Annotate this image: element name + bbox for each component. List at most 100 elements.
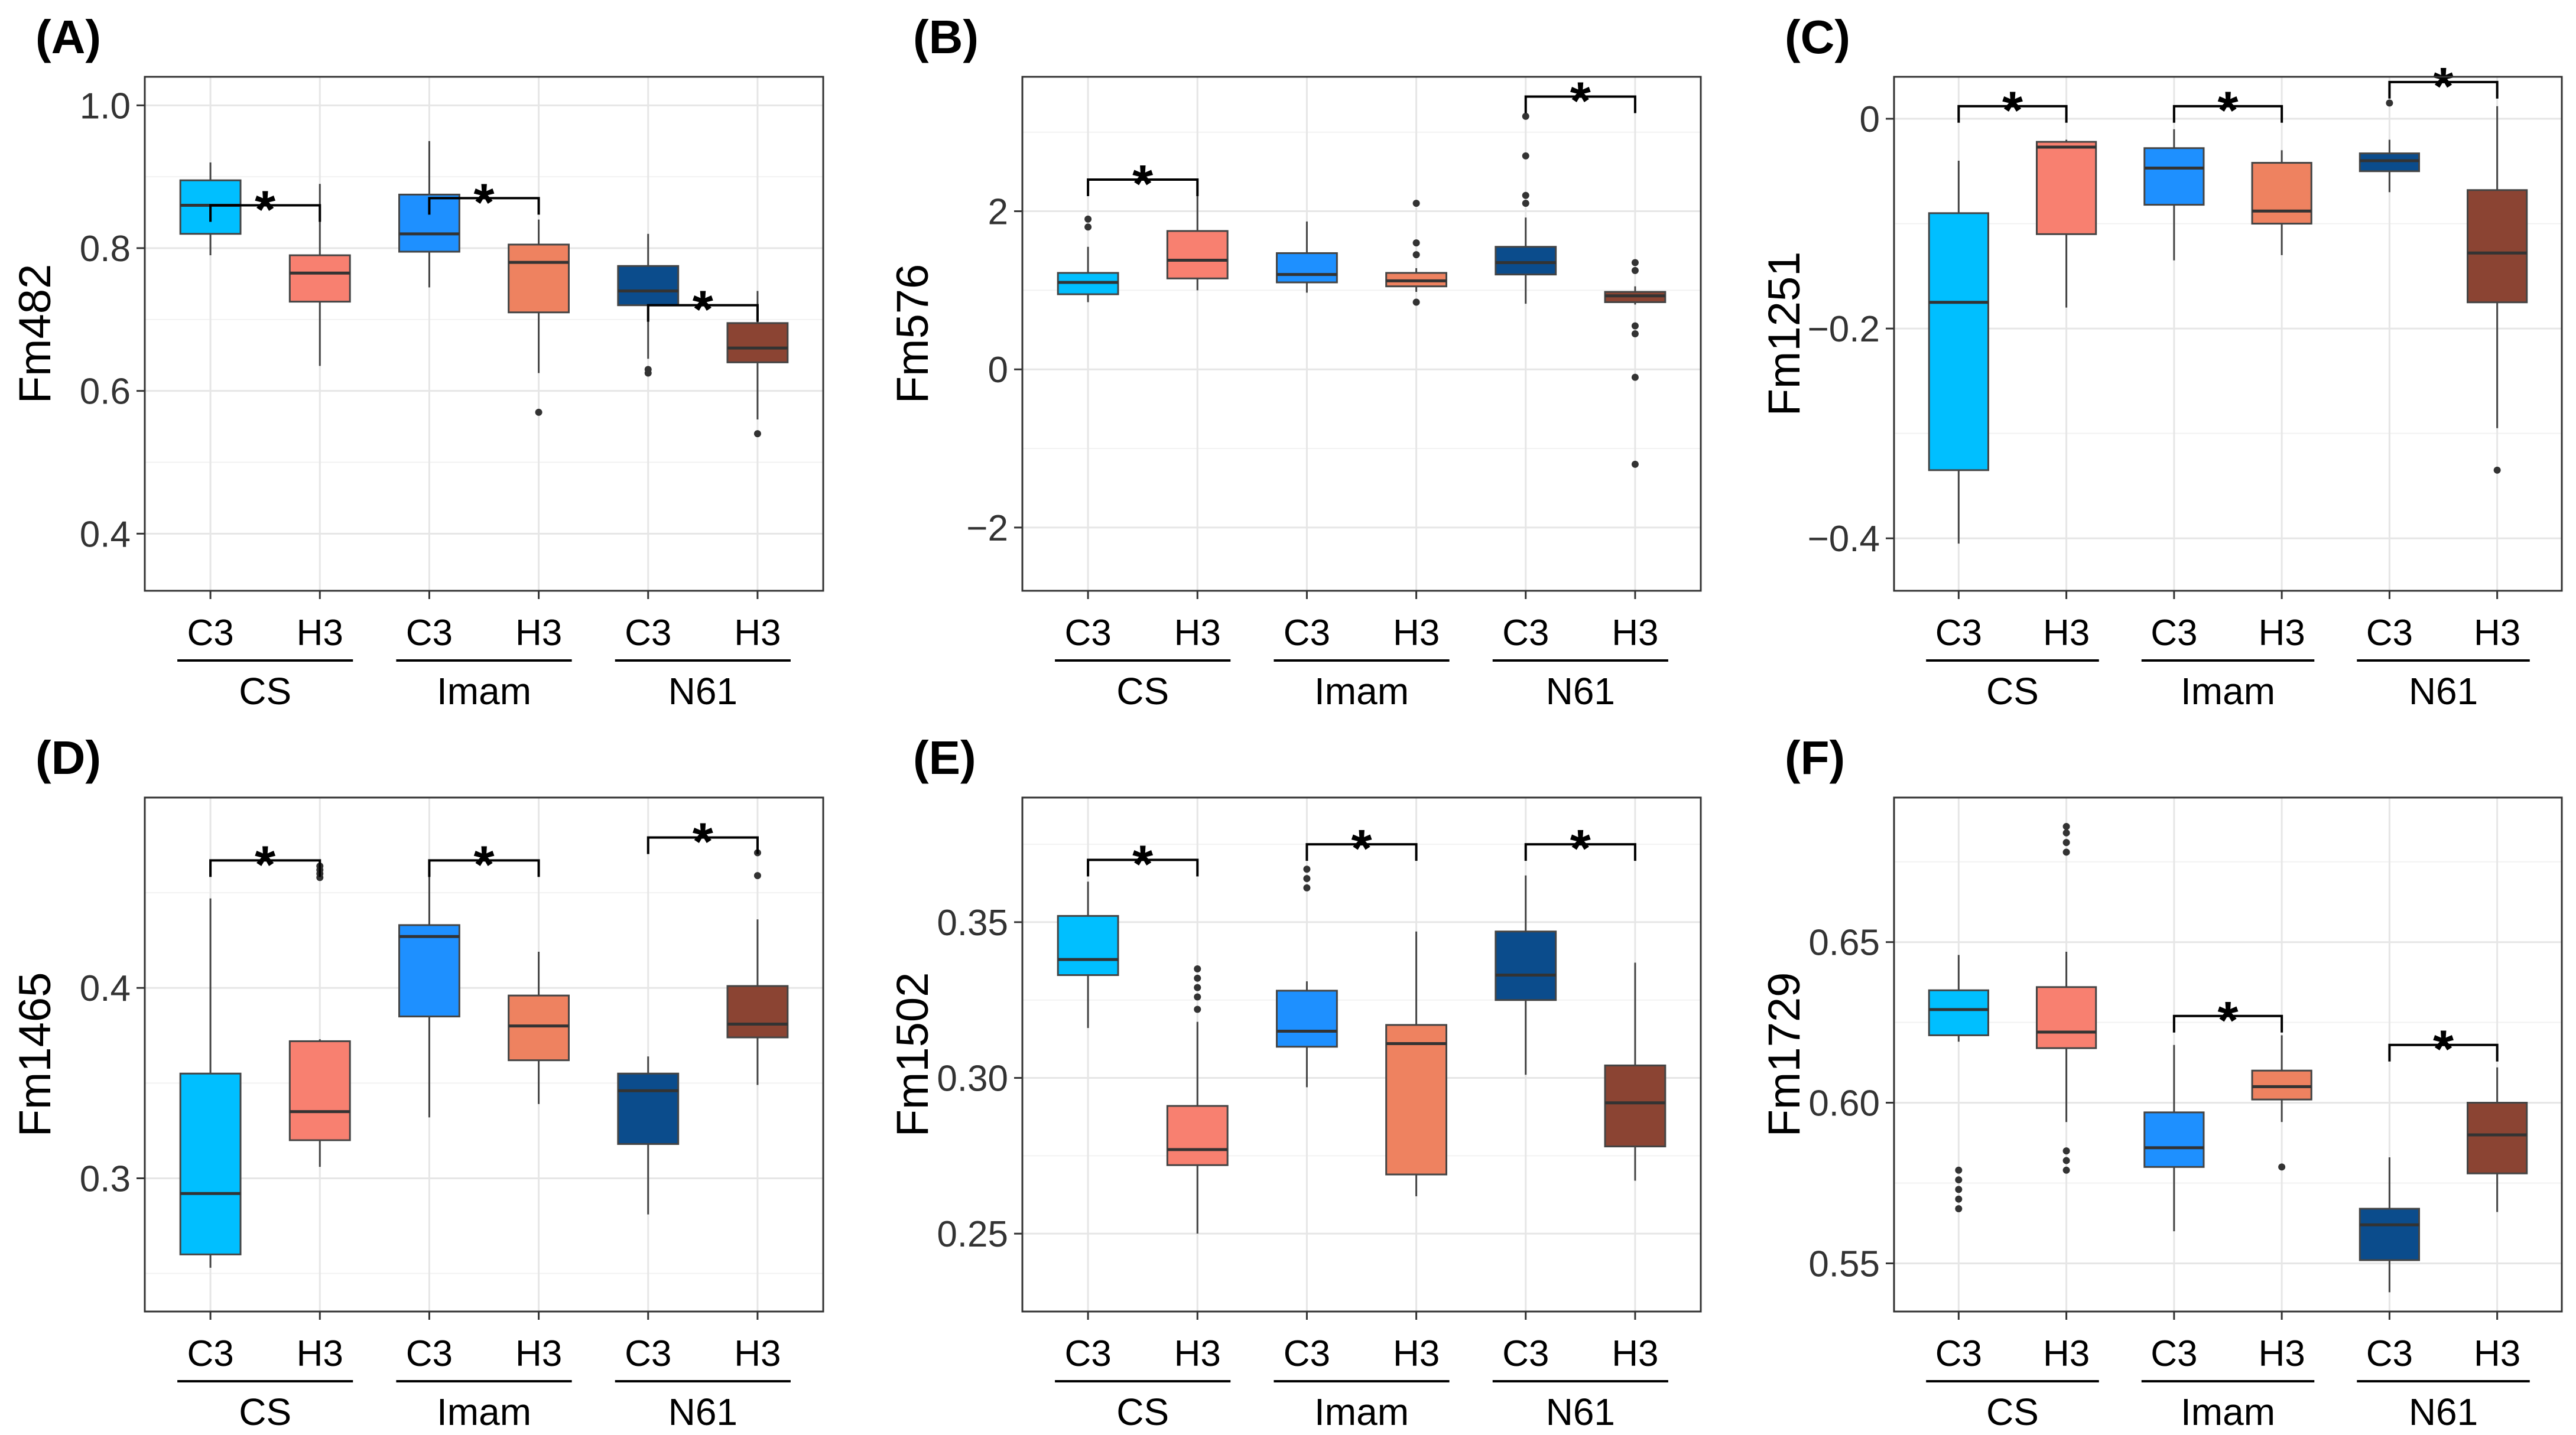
box-cs-h3 — [1166, 965, 1229, 1234]
box-imam-h3 — [508, 952, 570, 1104]
outlier-point — [2386, 99, 2393, 107]
box-cs-c3 — [1057, 881, 1119, 1029]
outlier-point — [1303, 884, 1311, 891]
significance-star: * — [473, 173, 494, 232]
outlier-point — [1955, 1176, 1963, 1184]
x-tick-label: C3 — [2366, 613, 2413, 653]
significance-star: * — [1132, 155, 1153, 214]
iqr-box — [617, 1072, 680, 1145]
iqr-box — [1276, 252, 1338, 284]
group-label: CS — [1116, 1391, 1169, 1433]
outlier-point — [1522, 112, 1529, 120]
iqr-box — [1604, 1064, 1667, 1148]
outlier-point — [1631, 460, 1639, 468]
group-label: CS — [1116, 670, 1169, 712]
significance-bracket — [647, 304, 759, 322]
significance-bracket — [2388, 1043, 2499, 1062]
outlier-point — [1194, 974, 1201, 982]
x-tick-label: H3 — [1174, 613, 1221, 653]
outlier-point — [1631, 259, 1639, 266]
group-label: CS — [239, 1391, 291, 1433]
significance-star: * — [1570, 819, 1591, 878]
box-n61-c3 — [2359, 1157, 2421, 1293]
iqr-box — [508, 994, 570, 1062]
panel-label: (A) — [35, 11, 101, 63]
y-tick-label: 0.25 — [937, 1214, 1008, 1255]
outlier-point — [1955, 1166, 1963, 1174]
box-imam-h3 — [508, 219, 570, 416]
x-tick-label: H3 — [297, 1333, 343, 1374]
box-n61-h3 — [2467, 106, 2528, 474]
x-tick-label: H3 — [2474, 613, 2520, 653]
box-n61-h3 — [2467, 1067, 2528, 1212]
outlier-point — [1631, 373, 1639, 381]
outlier-point — [1522, 191, 1529, 199]
x-tick-label: C3 — [406, 613, 453, 653]
significance-star: * — [255, 835, 275, 894]
x-tick-label: C3 — [1284, 613, 1330, 653]
y-tick-label: 0.4 — [80, 968, 131, 1009]
box-cs-h3 — [288, 863, 351, 1167]
outlier-point — [2062, 1147, 2070, 1155]
y-tick-label: 0 — [988, 350, 1008, 391]
y-axis-label: Fm1251 — [1759, 252, 1810, 416]
outlier-point — [1194, 1006, 1201, 1013]
y-tick-label: 0.3 — [80, 1159, 131, 1199]
group-label: CS — [239, 670, 291, 712]
x-tick-label: C3 — [1502, 1333, 1549, 1374]
plot-background — [145, 77, 823, 591]
box-n61-h3 — [1604, 962, 1667, 1181]
box-cs-h3 — [1166, 195, 1229, 291]
x-tick-label: C3 — [406, 1333, 453, 1374]
outlier-point — [2062, 822, 2070, 830]
box-imam-c3 — [1276, 865, 1338, 1088]
outlier-point — [1194, 993, 1201, 1001]
significance-star: * — [1351, 819, 1372, 878]
iqr-box — [398, 924, 460, 1018]
iqr-box — [1166, 230, 1229, 279]
x-tick-label: H3 — [515, 1333, 562, 1374]
outlier-point — [2062, 839, 2070, 847]
x-tick-label: C3 — [1935, 613, 1982, 653]
panel-label: (E) — [913, 731, 976, 784]
plot-background — [1022, 798, 1701, 1312]
box-cs-h3 — [2035, 822, 2097, 1174]
plot-border — [1893, 76, 2563, 592]
outlier-point — [1412, 200, 1420, 207]
y-tick-label: −2 — [966, 508, 1008, 549]
iqr-box — [1495, 246, 1557, 276]
significance-star: * — [2217, 991, 2238, 1050]
iqr-box — [2035, 141, 2097, 235]
iqr-box — [2251, 162, 2312, 225]
y-tick-label: 0.55 — [1808, 1244, 1880, 1284]
outlier-point — [1303, 865, 1311, 873]
x-tick-label: C3 — [625, 1333, 671, 1374]
panel-label: (F) — [1785, 731, 1845, 784]
iqr-box — [726, 985, 789, 1039]
group-label: Imam — [2181, 670, 2275, 712]
box-imam-c3 — [398, 873, 460, 1118]
significance-bracket — [1957, 105, 2068, 123]
group-label: CS — [1986, 670, 2039, 712]
significance-bracket — [2172, 1014, 2283, 1033]
iqr-box — [1057, 915, 1119, 977]
group-label: Imam — [437, 670, 531, 712]
box-cs-c3 — [179, 898, 242, 1268]
iqr-box — [2143, 1111, 2205, 1168]
iqr-box — [2359, 152, 2421, 173]
significance-star: * — [2433, 1020, 2454, 1079]
box-cs-c3 — [1057, 215, 1119, 302]
group-label: N61 — [1546, 1391, 1615, 1433]
x-tick-label: C3 — [2366, 1333, 2413, 1374]
y-tick-label: 1.0 — [80, 86, 131, 126]
outlier-point — [1631, 330, 1639, 337]
group-label: N61 — [1546, 670, 1615, 712]
significance-bracket — [1524, 95, 1636, 113]
box-imam-c3 — [2143, 129, 2205, 261]
x-tick-label: H3 — [1612, 1333, 1658, 1374]
y-tick-label: 0.30 — [937, 1059, 1008, 1099]
outlier-point — [1631, 266, 1639, 274]
